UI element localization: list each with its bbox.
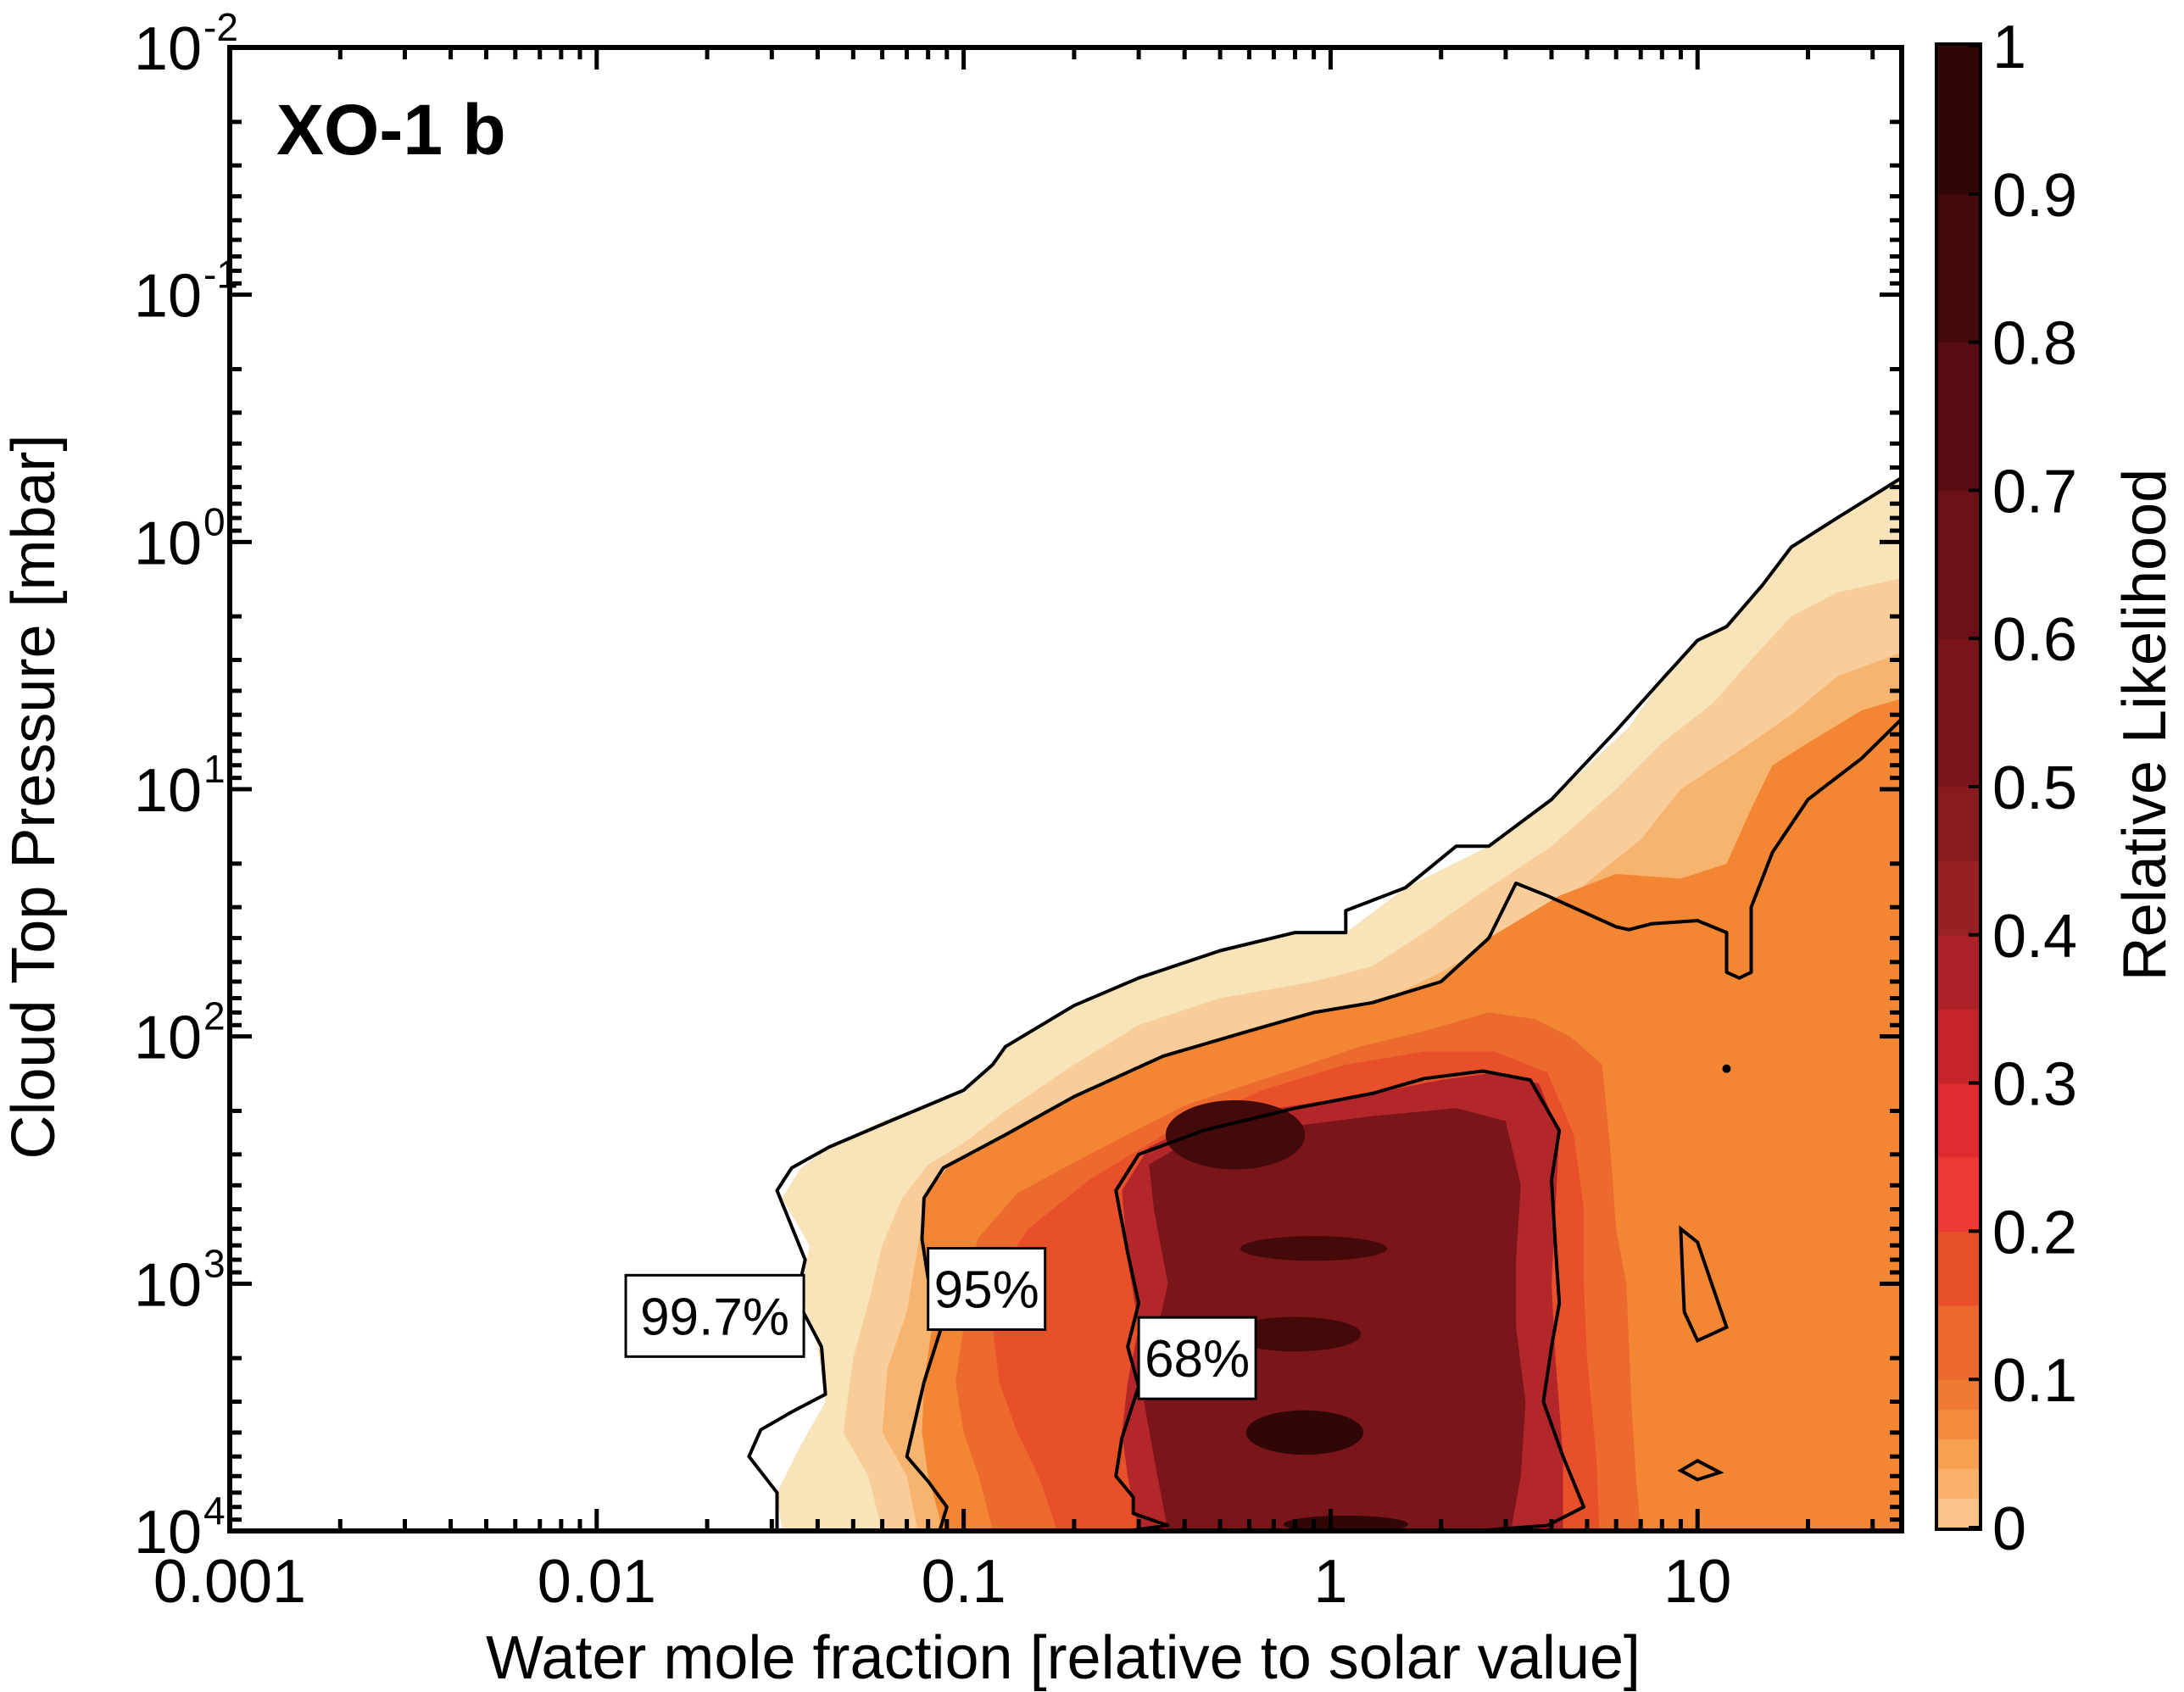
contour-68pct: [1114, 1069, 1586, 1531]
plot-title: XO-1 b: [276, 90, 506, 170]
colorbar-segment: [1938, 860, 1979, 936]
axis-ticks: [227, 45, 1902, 1531]
colorbar: [1938, 46, 1979, 1528]
colorbar-tick-label: 0.1: [1992, 1347, 2077, 1415]
x-tick-label: 0.01: [538, 1548, 656, 1616]
x-axis-title: Water mole fraction [relative to solar v…: [486, 1624, 1641, 1692]
y-tick-exponent: 2: [203, 994, 226, 1038]
y-tick-label: 10 -2: [134, 5, 238, 83]
colorbar-tick-label: 0: [1992, 1495, 2026, 1563]
colorbar-tick-label: 0.8: [1992, 310, 2077, 378]
x-tick-label: 1: [1313, 1548, 1347, 1616]
y-tick-label: 10 3: [134, 1241, 226, 1319]
colorbar-tick-label: 0.7: [1992, 458, 2077, 526]
y-tick-base: 10: [134, 509, 202, 577]
contour-99-7pct: [747, 476, 1902, 1531]
contour-label-box: [927, 1247, 1047, 1332]
colorbar-tick-labels: 0 0.1 0.2 0.3 0.4 0.5 0.6 0.7 0.8 0.9 1: [1969, 14, 2077, 1563]
x-tick-label: 0.001: [153, 1548, 306, 1616]
colorbar-segment: [1938, 1083, 1979, 1158]
y-tick-label: 10 4: [134, 1489, 226, 1567]
contour-label: 68%: [1145, 1330, 1250, 1389]
contour-label-box: [624, 1273, 805, 1358]
likelihood-above-0.4: [1144, 1108, 1526, 1531]
colorbar-segment: [1938, 787, 1979, 861]
y-tick-base: 10: [134, 1251, 202, 1319]
y-tick-exponent: -1: [203, 253, 238, 297]
y-tick-exponent: 1: [203, 747, 226, 791]
x-tick-label: 10: [1663, 1548, 1731, 1616]
y-tick-base: 10: [134, 15, 202, 83]
y-tick-base: 10: [134, 1005, 202, 1072]
likelihood-peak-2: [1240, 1236, 1388, 1261]
colorbar-segment: [1938, 1231, 1979, 1306]
colorbar-tick-label: 0.4: [1992, 903, 2077, 971]
x-tick-labels: 0.001 0.01 0.1 1 10: [153, 1548, 1731, 1616]
contour-island-2: [1677, 1458, 1724, 1482]
y-tick-label: 10 2: [134, 994, 226, 1072]
colorbar-tick-label: 0.3: [1992, 1051, 2077, 1119]
colorbar-segment: [1938, 1305, 1979, 1380]
colorbar-tick-label: 0.2: [1992, 1199, 2077, 1266]
colorbar-tick-label: 0.6: [1992, 606, 2077, 674]
y-tick-base: 10: [134, 1499, 202, 1567]
colorbar-segment: [1938, 1409, 1979, 1439]
colorbar-segment: [1938, 1468, 1979, 1499]
likelihood-peak-3: [1228, 1316, 1362, 1352]
colorbar-tick-label: 1: [1992, 14, 2026, 81]
contour-dot: [1722, 1064, 1731, 1073]
contour-labels: 99.7% 95% 68%: [624, 1247, 1257, 1400]
colorbar-segment: [1938, 638, 1979, 788]
y-tick-label: 10 0: [134, 499, 226, 577]
colorbar-segment: [1938, 1009, 1979, 1084]
y-tick-label: 10 -1: [134, 253, 238, 331]
colorbar-segment: [1938, 1379, 1979, 1410]
colorbar-segment: [1938, 1157, 1979, 1232]
y-tick-base: 10: [134, 757, 202, 825]
x-tick-label: 0.1: [922, 1548, 1006, 1616]
y-tick-label: 10 1: [134, 747, 226, 825]
colorbar-tick-label: 0.9: [1992, 162, 2077, 230]
colorbar-segment: [1938, 934, 1979, 1010]
contour-label: 95%: [934, 1261, 1039, 1320]
likelihood-peak-1: [1165, 1099, 1306, 1170]
contour-label: 99.7%: [640, 1288, 789, 1346]
likelihood-peak-4: [1245, 1410, 1364, 1455]
y-tick-exponent: 0: [203, 499, 226, 543]
colorbar-segment: [1938, 1439, 1979, 1469]
contour-island-1: [1679, 1225, 1729, 1344]
y-axis-title: Cloud Top Pressure [mbar]: [0, 434, 68, 1159]
y-tick-exponent: 4: [203, 1489, 226, 1533]
likelihood-regions: [777, 477, 1902, 1531]
colorbar-segment: [1938, 193, 1979, 343]
y-tick-exponent: -2: [203, 5, 238, 49]
contour-label-box: [1137, 1316, 1257, 1400]
colorbar-segment: [1938, 490, 1979, 639]
colorbar-segment: [1938, 46, 1979, 195]
colorbar-segment: [1938, 1498, 1979, 1528]
colorbar-tick-label: 0.5: [1992, 754, 2077, 822]
y-tick-base: 10: [134, 263, 202, 331]
colorbar-segment: [1938, 342, 1979, 491]
y-tick-exponent: 3: [203, 1241, 226, 1285]
colorbar-title: Relative Likelihood: [2111, 469, 2179, 981]
